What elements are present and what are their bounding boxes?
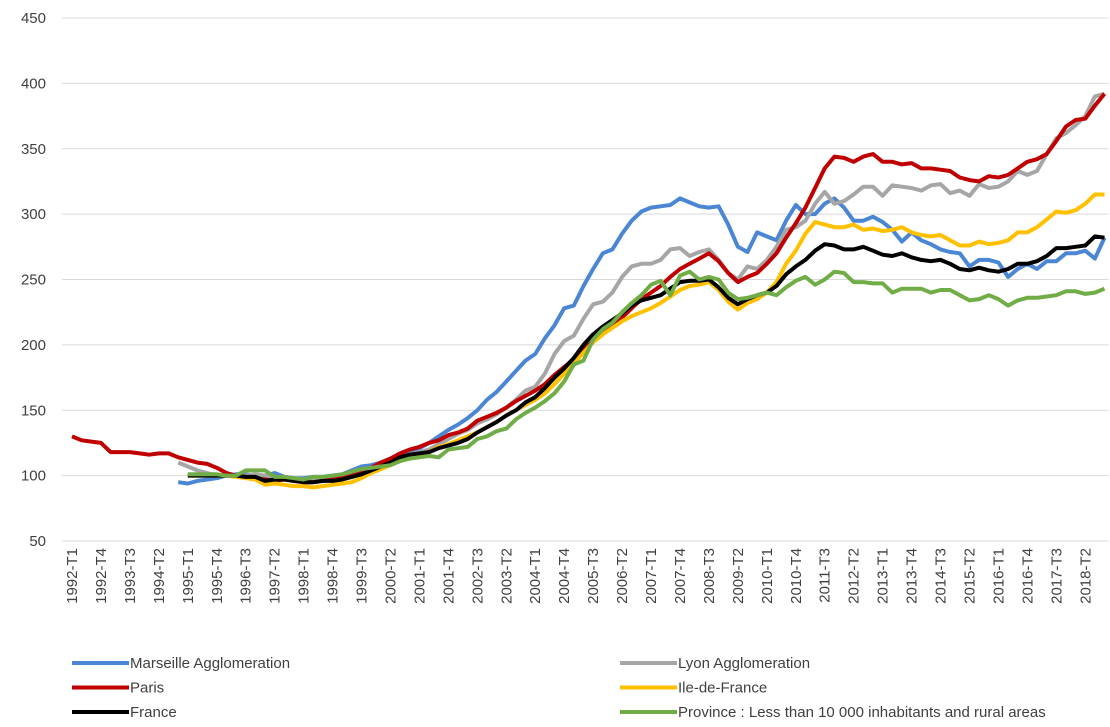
x-tick-label: 2000-T2 (382, 548, 399, 604)
x-tick-label: 2010-T1 (759, 548, 776, 604)
y-tick-label: 450 (21, 10, 46, 27)
legend-label: Paris (130, 680, 164, 697)
x-tick-label: 2007-T1 (643, 548, 660, 604)
y-tick-label: 350 (21, 141, 46, 158)
x-tick-label: 1992-T4 (93, 548, 110, 604)
x-tick-label: 2004-T1 (527, 548, 544, 604)
x-tick-label: 2013-T4 (904, 548, 921, 604)
legend-label: France (130, 704, 177, 721)
x-tick-label: 2014-T3 (933, 548, 950, 604)
series-line (187, 234, 1105, 485)
x-tick-label: 2001-T4 (440, 548, 457, 604)
x-tick-label: 2004-T4 (556, 548, 573, 604)
x-tick-label: 2011-T3 (817, 548, 834, 603)
legend-label: Province : Less than 10 000 inhabitants … (678, 704, 1046, 721)
x-tick-label: 2012-T2 (846, 548, 863, 604)
x-tick-label: 1999-T3 (354, 548, 371, 604)
series-line (187, 269, 1106, 482)
y-tick-label: 250 (21, 272, 46, 289)
legend-label: Lyon Agglomeration (678, 655, 810, 672)
y-tick-label: 400 (21, 75, 46, 92)
x-tick-label: 1993-T3 (122, 548, 139, 604)
y-tick-label: 100 (21, 468, 46, 485)
x-tick-label: 1998-T4 (325, 548, 342, 604)
x-tick-label: 1994-T2 (151, 548, 168, 604)
y-tick-label: 50 (29, 533, 46, 550)
x-tick-label: 2018-T2 (1077, 548, 1094, 604)
x-tick-label: 2005-T3 (585, 548, 602, 604)
x-tick-label: 2001-T1 (411, 548, 428, 604)
x-tick-label: 2016-T4 (1019, 548, 1036, 604)
x-tick-label: 1996-T3 (238, 548, 255, 604)
x-tick-label: 2015-T2 (961, 548, 978, 604)
x-tick-label: 2002-T3 (469, 548, 486, 604)
series-line (177, 196, 1107, 486)
x-tick-label: 1992-T1 (64, 548, 81, 604)
x-tick-label: 1995-T4 (209, 548, 226, 604)
x-tick-label: 2007-T4 (672, 548, 689, 604)
legend-label: Marseille Agglomeration (130, 655, 290, 672)
x-tick-label: 2008-T3 (701, 548, 718, 604)
y-tick-label: 300 (21, 206, 46, 223)
legend-label: Ile-de-France (678, 680, 767, 697)
x-tick-label: 2017-T3 (1048, 548, 1065, 604)
y-tick-label: 200 (21, 337, 46, 354)
x-tick-label: 2013-T1 (875, 548, 892, 604)
y-tick-label: 150 (21, 402, 46, 419)
series-line (187, 192, 1105, 490)
x-tick-label: 1998-T1 (296, 548, 313, 604)
x-tick-label: 2003-T2 (498, 548, 515, 604)
x-tick-label: 1995-T1 (180, 548, 197, 604)
series-line (177, 91, 1106, 482)
x-tick-label: 2009-T2 (730, 548, 747, 604)
x-tick-label: 2006-T2 (614, 548, 631, 604)
x-tick-label: 1997-T2 (267, 548, 284, 604)
x-tick-label: 2010-T4 (788, 548, 805, 604)
x-tick-label: 2016-T1 (990, 548, 1007, 604)
